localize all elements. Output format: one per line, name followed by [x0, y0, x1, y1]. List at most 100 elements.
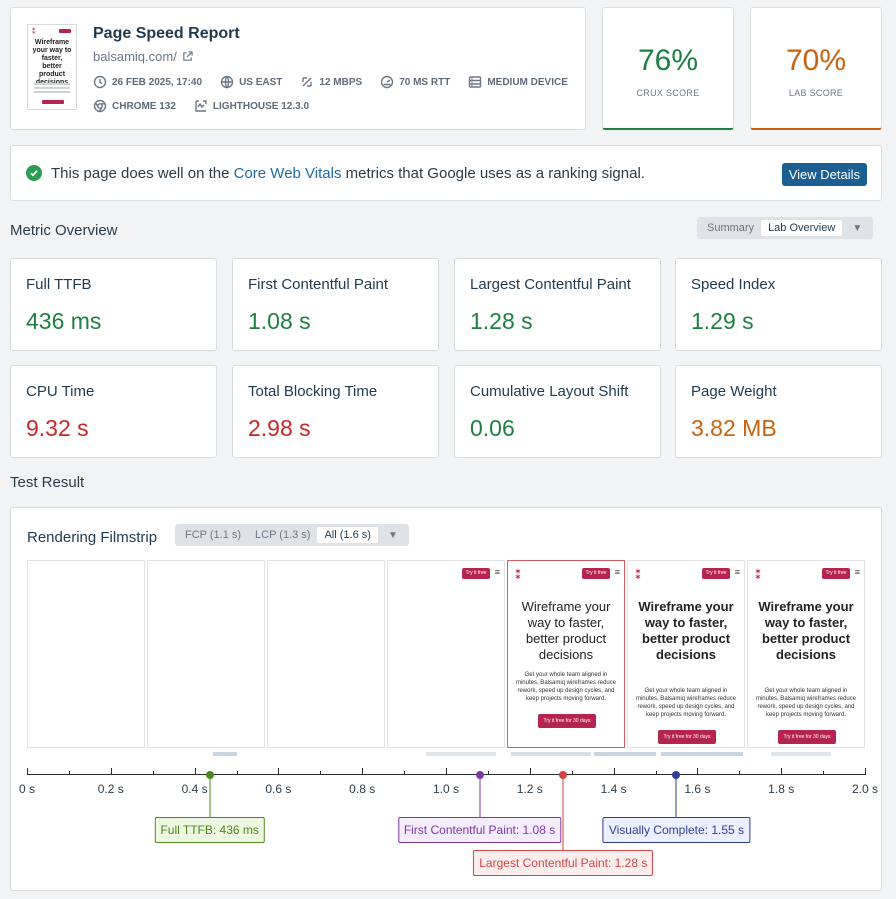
overview-toggle[interactable]: Summary Lab Overview ▼ — [697, 217, 874, 239]
timeline-tick — [613, 768, 615, 775]
marker-line — [479, 775, 481, 817]
core-web-vitals-link[interactable]: Core Web Vitals — [233, 164, 342, 182]
menu-icon: ≡ — [614, 567, 620, 577]
timeline-tick-label: 1.4 s — [600, 782, 627, 796]
filmstrip-frame[interactable]: ⁑ Try it free ≡ Wireframe your way to fa… — [747, 560, 865, 748]
lighthouse-icon — [195, 100, 207, 112]
thumb-line — [34, 91, 70, 93]
marker-label[interactable]: Visually Complete: 1.55 s — [602, 817, 751, 843]
thumb-try-button — [59, 29, 71, 33]
filter-fcp[interactable]: FCP (1.1 s) — [185, 529, 242, 541]
report-header: ⁑ Wireframe your way to faster, better p… — [10, 7, 586, 130]
metric-name: First Contentful Paint — [248, 276, 389, 293]
marker-label[interactable]: Full TTFB: 436 ms — [154, 817, 265, 843]
marker-dot[interactable] — [559, 771, 568, 779]
page-thumbnail[interactable]: ⁑ Wireframe your way to faster, better p… — [27, 24, 77, 110]
chevron-down-icon[interactable]: ▼ — [387, 529, 398, 541]
metric-card[interactable]: CPU Time 9.32 s — [10, 365, 217, 458]
external-link-icon[interactable] — [182, 51, 193, 62]
timeline-tick — [865, 768, 866, 775]
marker-dot[interactable] — [205, 771, 214, 779]
metric-name: CPU Time — [26, 383, 95, 400]
thumb-cta — [42, 100, 64, 104]
filter-lcp[interactable]: LCP (1.3 s) — [255, 529, 311, 541]
timeline-tick-label: 0.4 s — [181, 782, 208, 796]
metric-card[interactable]: Total Blocking Time 2.98 s — [232, 365, 439, 458]
balsamiq-logo-icon: ⁑ — [32, 29, 36, 36]
chevron-down-icon[interactable]: ▼ — [852, 222, 863, 234]
metric-name: Total Blocking Time — [248, 383, 378, 400]
page-url[interactable]: balsamiq.com/ — [93, 49, 193, 64]
timeline-tick — [362, 768, 364, 775]
gauge-icon — [381, 75, 394, 89]
filmstrip-frame[interactable]: ⁑ Try it free ≡ Wireframe your way to fa… — [627, 560, 745, 748]
lab-score-card[interactable]: 70% LAB SCORE — [750, 7, 882, 130]
marker-line — [562, 775, 564, 850]
filmstrip-frame[interactable]: Try it free ≡ — [387, 560, 505, 748]
timeline-tick-label: 0.8 s — [349, 782, 376, 796]
metric-card[interactable]: Speed Index 1.29 s — [675, 258, 882, 351]
timeline-minor-tick — [655, 771, 657, 775]
meta-date-text: 26 FEB 2025, 17:40 — [112, 76, 203, 88]
toggle-lab-overview[interactable]: Lab Overview — [761, 220, 843, 236]
marker-label[interactable]: First Contentful Paint: 1.08 s — [397, 817, 562, 843]
banner-text-pre: This page does well on the — [51, 164, 234, 182]
frame-cta: Try it free for 30 days — [658, 730, 716, 744]
clock-icon — [93, 75, 107, 89]
metric-value: 1.28 s — [470, 308, 533, 334]
toggle-summary[interactable]: Summary — [707, 222, 755, 234]
metric-card[interactable]: Full TTFB 436 ms — [10, 258, 217, 351]
filmstrip-filter[interactable]: FCP (1.1 s) LCP (1.3 s) All (1.6 s) ▼ — [175, 524, 409, 546]
marker-dot[interactable] — [672, 771, 681, 779]
marker-label[interactable]: Largest Contentful Paint: 1.28 s — [473, 850, 654, 876]
request-strip — [213, 752, 237, 756]
metric-card[interactable]: Largest Contentful Paint 1.28 s — [454, 258, 661, 351]
frame-heading: Wireframe your way to faster, better pro… — [758, 599, 854, 662]
meta-device-text: MEDIUM DEVICE — [487, 76, 568, 88]
frame-heading: Wireframe your way to faster, better pro… — [638, 599, 734, 662]
timeline-tick — [529, 768, 531, 775]
filmstrip-frame-fcp[interactable]: ⁑ Try it free ≡ Wireframe your way to fa… — [507, 560, 625, 748]
filter-all[interactable]: All (1.6 s) — [317, 527, 378, 543]
frame-try-button: Try it free — [582, 568, 610, 579]
bandwidth-icon — [302, 77, 313, 87]
marker-line — [209, 775, 211, 817]
filmstrip-frame[interactable] — [27, 560, 145, 748]
timeline-minor-tick — [404, 771, 406, 775]
timeline-tick — [446, 768, 447, 775]
meta-location: US EAST — [220, 75, 282, 89]
timeline-minor-tick — [320, 771, 322, 775]
crux-score-card[interactable]: 76% CRUX SCORE — [602, 7, 734, 130]
page-url-text[interactable]: balsamiq.com/ — [93, 49, 177, 64]
metric-name: Page Weight — [691, 383, 777, 400]
metric-name: Speed Index — [691, 276, 776, 293]
balsamiq-logo-icon: ⁑ — [515, 568, 522, 582]
view-details-button[interactable]: View Details — [781, 163, 867, 186]
frame-cta: Try it free for 30 days — [778, 730, 836, 744]
timeline-tick — [194, 768, 196, 775]
frame-heading: Wireframe your way to faster, better pro… — [521, 599, 611, 662]
meta-browser: CHROME 132 — [93, 99, 176, 113]
metric-name: Full TTFB — [26, 276, 92, 293]
metric-overview-title: Metric Overview — [10, 222, 118, 239]
device-icon — [469, 76, 482, 88]
filmstrip-frame[interactable] — [267, 560, 385, 748]
metric-value: 9.32 s — [26, 415, 89, 441]
globe-icon — [220, 75, 234, 89]
filmstrip-frame[interactable] — [147, 560, 265, 748]
metric-card[interactable]: Cumulative Layout Shift 0.06 — [454, 365, 661, 458]
timeline-tick-label: 1.2 s — [516, 782, 543, 796]
timeline-tick-label: 0 s — [18, 782, 36, 796]
marker-dot[interactable] — [475, 771, 484, 779]
lab-score-label: LAB SCORE — [788, 88, 844, 98]
meta-device: MEDIUM DEVICE — [468, 75, 568, 89]
page-title: Page Speed Report — [93, 25, 240, 42]
meta-rtt: 70 MS RTT — [380, 75, 450, 89]
metric-card[interactable]: First Contentful Paint 1.08 s — [232, 258, 439, 351]
banner-text-post: metrics that Google uses as a ranking si… — [341, 164, 645, 182]
frame-try-button: Try it free — [702, 568, 730, 579]
meta-rtt-text: 70 MS RTT — [399, 76, 451, 88]
request-strip — [594, 752, 656, 756]
timeline-minor-tick — [236, 771, 238, 775]
metric-card[interactable]: Page Weight 3.82 MB — [675, 365, 882, 458]
